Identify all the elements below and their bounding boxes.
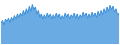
line <box>1 4 119 25</box>
plot-area <box>1 4 119 44</box>
area <box>1 4 119 44</box>
chart <box>0 0 120 45</box>
marks <box>1 4 119 44</box>
